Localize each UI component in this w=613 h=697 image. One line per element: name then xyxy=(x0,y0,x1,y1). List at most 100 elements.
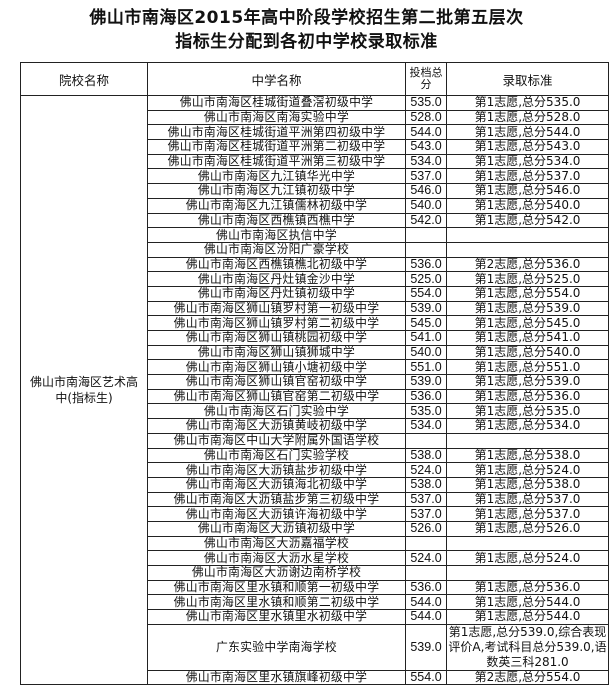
standard-cell: 第1志愿,总分546.0 xyxy=(446,183,609,199)
table-row: 佛山市南海区九江镇初级中学 546.0 第1志愿,总分546.0 xyxy=(21,183,609,199)
score-cell: 551.0 xyxy=(405,359,447,376)
score-cell: 539.0 xyxy=(405,623,447,671)
standard-cell xyxy=(446,241,609,258)
school-name: 佛山市南海区丹灶镇初级中学 xyxy=(147,285,406,302)
document-title-line-1: 佛山市南海区2015年高中阶段学校招生第二批第五层次 xyxy=(89,8,524,28)
standard-cell: 第1志愿,总分536.0 xyxy=(446,579,609,596)
table-header-row: 院校名称 中学名称 投档总分 录取标准 xyxy=(20,62,609,96)
standard-cell: 第1志愿,总分537.0 xyxy=(446,506,609,522)
standard-cell xyxy=(446,432,609,449)
school-name: 佛山市南海区里水镇里水初级中学 xyxy=(147,609,406,625)
standard-cell: 第1志愿,总分551.0 xyxy=(446,359,609,376)
header-score: 投档总分 xyxy=(405,62,447,96)
score-cell: 538.0 xyxy=(405,476,447,493)
standard-cell: 第1志愿,总分526.0 xyxy=(446,520,609,537)
school-name: 佛山市南海区桂城街道平洲第四初级中学 xyxy=(147,124,406,141)
school-name: 佛山市南海区大沥水星学校 xyxy=(147,550,406,566)
admission-table: 院校名称 中学名称 投档总分 录取标准 佛山市南海区艺术高中(指标生) 佛山市南海… xyxy=(20,62,609,686)
school-name: 佛山市南海区狮山镇官窑初级中学 xyxy=(147,374,406,390)
table-row: 佛山市南海区石门实验中学 535.0 第1志愿,总分535.0 xyxy=(21,403,609,420)
school-name: 佛山市南海区九江镇初级中学 xyxy=(147,183,406,199)
score-cell: 544.0 xyxy=(405,609,447,625)
score-cell: 534.0 xyxy=(405,153,447,170)
score-cell: 537.0 xyxy=(405,168,447,185)
table-row: 佛山市南海区狮山镇小塘初级中学 551.0 第1志愿,总分551.0 xyxy=(21,359,609,376)
standard-cell: 第1志愿,总分542.0 xyxy=(446,212,609,229)
school-name: 佛山市南海区大沥镇盐步第三初级中学 xyxy=(147,491,406,508)
table-row: 佛山市南海区大沥镇初级中学 526.0 第1志愿,总分526.0 xyxy=(21,520,609,537)
score-cell: 542.0 xyxy=(405,212,447,229)
school-name: 佛山市南海区狮山镇桃园初级中学 xyxy=(147,330,406,346)
school-name: 佛山市南海区里水镇和顺第一初级中学 xyxy=(147,579,406,596)
table-row: 佛山市南海区狮山镇官窑初级中学 539.0 第1志愿,总分539.0 xyxy=(21,374,609,390)
table-row: 佛山市南海区狮山镇罗村第二初级中学 545.0 第1志愿,总分545.0 xyxy=(21,315,609,331)
standard-cell: 第1志愿,总分539.0 xyxy=(446,374,609,390)
school-name: 佛山市南海区西樵镇樵北初级中学 xyxy=(147,256,406,273)
school-name: 佛山市南海区桂城街道叠滘初级中学 xyxy=(147,95,406,111)
table-body: 佛山市南海区艺术高中(指标生) 佛山市南海区桂城街道叠滘初级中学 535.0 第1志愿… xyxy=(20,94,609,686)
score-cell xyxy=(405,565,447,581)
table-row: 佛山市南海区大沥镇海北初级中学 538.0 第1志愿,总分538.0 xyxy=(21,476,609,493)
institution-name: 佛山市南海区艺术高中(指标生) xyxy=(20,94,148,686)
school-name: 佛山市南海区大沥嘉福学校 xyxy=(147,535,406,552)
standard-cell xyxy=(446,535,609,552)
table-row: 佛山市南海区九江镇华光中学 537.0 第1志愿,总分537.0 xyxy=(21,168,609,185)
school-name: 佛山市南海区汾阳广豪学校 xyxy=(147,241,406,258)
standard-cell: 第2志愿,总分536.0 xyxy=(446,256,609,273)
school-name: 佛山市南海区狮山镇罗村第二初级中学 xyxy=(147,315,406,331)
score-cell: 537.0 xyxy=(405,491,447,508)
school-name: 广东实验中学南海学校 xyxy=(147,623,406,671)
score-cell: 525.0 xyxy=(405,271,447,287)
school-name: 佛山市南海区石门实验学校 xyxy=(147,447,406,464)
school-name: 佛山市南海区大沥镇黄岐初级中学 xyxy=(147,418,406,434)
standard-cell: 第1志愿,总分525.0 xyxy=(446,271,609,287)
score-cell: 554.0 xyxy=(405,285,447,302)
table-row: 佛山市南海区大沥镇黄岐初级中学 534.0 第1志愿,总分534.0 xyxy=(21,418,609,434)
school-name: 佛山市南海区九江镇华光中学 xyxy=(147,168,406,185)
score-cell: 544.0 xyxy=(405,594,447,611)
standard-cell: 第1志愿,总分544.0 xyxy=(446,609,609,625)
score-cell xyxy=(405,535,447,552)
standard-cell: 第1志愿,总分524.0 xyxy=(446,550,609,566)
standard-cell: 第1志愿,总分535.0 xyxy=(446,403,609,420)
school-name: 佛山市南海区九江镇儒林初级中学 xyxy=(147,197,406,214)
score-cell: 524.0 xyxy=(405,550,447,566)
table-row: 佛山市南海区石门实验学校 538.0 第1志愿,总分538.0 xyxy=(21,447,609,464)
school-name: 佛山市南海区里水镇旗峰初级中学 xyxy=(147,669,406,686)
score-cell: 536.0 xyxy=(405,388,447,405)
standard-cell: 第1志愿,总分540.0 xyxy=(446,344,609,361)
standard-cell: 第1志愿,总分539.0 xyxy=(446,300,609,317)
score-cell: 534.0 xyxy=(405,418,447,434)
school-name: 佛山市南海区大沥镇海北初级中学 xyxy=(147,476,406,493)
score-cell: 524.0 xyxy=(405,462,447,478)
school-name: 佛山市南海区执信中学 xyxy=(147,227,406,243)
header-institution: 院校名称 xyxy=(20,62,148,96)
school-name: 佛山市南海区大沥镇许海初级中学 xyxy=(147,506,406,522)
table-row: 佛山市南海区里水镇和顺第二初级中学 544.0 第1志愿,总分544.0 xyxy=(21,594,609,611)
table-row: 佛山市南海区九江镇儒林初级中学 540.0 第1志愿,总分540.0 xyxy=(21,197,609,214)
table-row: 佛山市南海区桂城街道平洲第四初级中学 544.0 第1志愿,总分544.0 xyxy=(21,124,609,141)
school-name: 佛山市南海区石门实验中学 xyxy=(147,403,406,420)
document-title-line-2: 指标生分配到各初中学校录取标准 xyxy=(175,32,438,52)
table-row: 广东实验中学南海学校 539.0 第1志愿,总分539.0,综合表现评价A,考试科目… xyxy=(21,623,609,671)
school-name: 佛山市南海区大沥谢边南桥学校 xyxy=(147,565,406,581)
table-row: 佛山市南海区汾阳广豪学校 xyxy=(21,241,609,258)
school-name: 佛山市南海区狮山镇官窑第二初级中学 xyxy=(147,388,406,405)
standard-cell: 第1志愿,总分534.0 xyxy=(446,418,609,434)
standard-cell: 第2志愿,总分554.0 xyxy=(446,669,609,686)
table-row: 佛山市南海区里水镇里水初级中学 544.0 第1志愿,总分544.0 xyxy=(21,609,609,625)
score-cell: 536.0 xyxy=(405,579,447,596)
standard-cell: 第1志愿,总分537.0 xyxy=(446,168,609,185)
school-name: 佛山市南海区丹灶镇金沙中学 xyxy=(147,271,406,287)
score-cell: 536.0 xyxy=(405,256,447,273)
score-cell: 526.0 xyxy=(405,520,447,537)
table-row: 佛山市南海区中山大学附属外国语学校 xyxy=(21,432,609,449)
score-cell xyxy=(405,432,447,449)
score-cell: 540.0 xyxy=(405,197,447,214)
school-name: 佛山市南海区大沥镇初级中学 xyxy=(147,520,406,537)
school-name: 佛山市南海区狮山镇罗村第一初级中学 xyxy=(147,300,406,317)
score-cell: 546.0 xyxy=(405,183,447,199)
score-cell: 554.0 xyxy=(405,669,447,686)
standard-cell: 第1志愿,总分539.0,综合表现评价A,考试科目总分539.0,语数英三科28… xyxy=(446,623,609,671)
score-cell: 543.0 xyxy=(405,139,447,155)
